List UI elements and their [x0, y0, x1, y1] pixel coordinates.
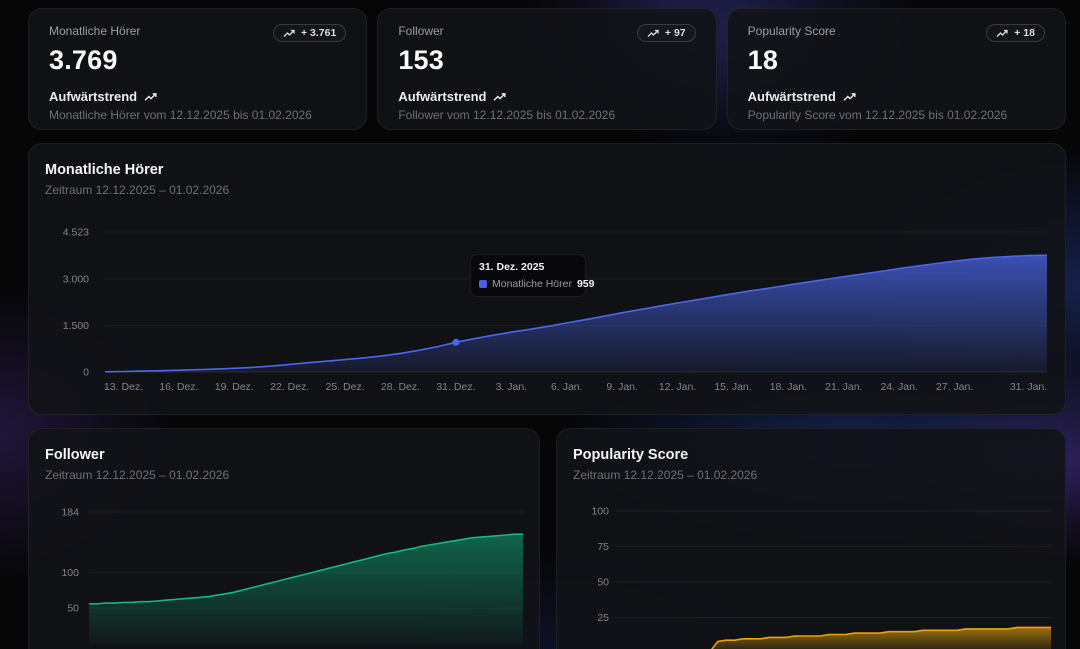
trend-badge: + 3.761	[273, 24, 347, 42]
popularity-area-chart[interactable]: 25 50 75 100	[573, 489, 1051, 649]
follower-area-chart[interactable]: 50 100 184	[45, 489, 525, 649]
svg-text:15. Jan.: 15. Jan.	[714, 381, 751, 393]
badge-value: + 97	[664, 27, 686, 39]
stat-card-follower: Follower + 97 153 Aufwärtstrend Follower…	[377, 8, 717, 130]
monthly-listeners-chart-card: Monatliche Hörer Zeitraum 12.12.2025 – 0…	[28, 143, 1066, 415]
svg-text:27. Jan.: 27. Jan.	[936, 381, 973, 393]
chart-subtitle: Zeitraum 12.12.2025 – 01.02.2026	[573, 468, 758, 482]
svg-text:50: 50	[67, 603, 79, 615]
svg-text:1.500: 1.500	[63, 320, 89, 332]
trend-badge: + 97	[636, 24, 696, 42]
monthly-listeners-area-chart[interactable]: 0 1.500 3.000 4.523 13. Dez. 16. Dez. 19. Dez.…	[45, 200, 1051, 400]
svg-text:100: 100	[591, 506, 609, 518]
trend-label: Aufwärtstrend	[747, 89, 836, 104]
chart-title: Popularity Score	[573, 447, 689, 463]
stat-label: Popularity Score	[747, 24, 836, 38]
trending-up-icon	[144, 92, 158, 102]
trend-label: Aufwärtstrend	[49, 89, 138, 104]
tooltip-date: 31. Dez. 2025	[479, 261, 545, 273]
trending-up-icon	[493, 92, 507, 102]
stat-description: Popularity Score vom 12.12.2025 bis 01.0…	[747, 108, 1008, 122]
trending-up-icon	[283, 29, 296, 38]
svg-text:25. Dez.: 25. Dez.	[326, 381, 365, 393]
svg-text:24. Jan.: 24. Jan.	[881, 381, 918, 393]
stat-value: 3.769	[49, 45, 118, 75]
svg-text:0: 0	[83, 367, 89, 379]
stats-row: Monatliche Hörer + 3.761 3.769 Aufwärtst…	[28, 8, 1066, 130]
stat-card-monthly-listeners: Monatliche Hörer + 3.761 3.769 Aufwärtst…	[28, 8, 368, 130]
chart-title: Monatliche Hörer	[45, 162, 164, 178]
chart-subtitle: Zeitraum 12.12.2025 – 01.02.2026	[45, 468, 230, 482]
stat-label: Monatliche Hörer	[49, 24, 141, 38]
badge-value: + 3.761	[301, 27, 337, 39]
svg-text:3. Jan.: 3. Jan.	[496, 381, 528, 393]
stat-value: 18	[747, 45, 779, 75]
trending-up-icon	[647, 29, 660, 38]
trending-up-icon	[843, 92, 857, 102]
svg-text:25: 25	[597, 612, 609, 624]
svg-text:21. Jan.: 21. Jan.	[825, 381, 862, 393]
chart-subtitle: Zeitraum 12.12.2025 – 01.02.2026	[45, 183, 230, 197]
chart-title: Follower	[45, 447, 105, 463]
svg-text:18. Jan.: 18. Jan.	[770, 381, 807, 393]
svg-text:184: 184	[61, 507, 79, 519]
trend-label: Aufwärtstrend	[398, 89, 487, 104]
series-color-swatch	[479, 280, 487, 288]
svg-text:4.523: 4.523	[63, 227, 89, 239]
badge-value: + 18	[1014, 27, 1035, 39]
svg-text:31. Jan.: 31. Jan.	[1010, 381, 1047, 393]
svg-text:31. Dez.: 31. Dez.	[436, 381, 475, 393]
svg-text:13. Dez.: 13. Dez.	[104, 381, 143, 393]
svg-text:3.000: 3.000	[63, 274, 89, 286]
tooltip-series-label: Monatliche Hörer	[492, 278, 572, 290]
svg-text:16. Dez.: 16. Dez.	[159, 381, 198, 393]
svg-text:50: 50	[597, 577, 609, 589]
stat-label: Follower	[398, 24, 444, 38]
follower-chart-card: Follower Zeitraum 12.12.2025 – 01.02.202…	[28, 428, 540, 649]
tooltip-value: 959	[576, 278, 595, 290]
svg-text:75: 75	[597, 541, 609, 553]
popularity-chart-card: Popularity Score Zeitraum 12.12.2025 – 0…	[556, 428, 1066, 649]
stat-value: 153	[398, 45, 444, 75]
trending-up-icon	[996, 29, 1009, 38]
stat-description: Follower vom 12.12.2025 bis 01.02.2026	[398, 108, 616, 122]
stat-description: Monatliche Hörer vom 12.12.2025 bis 01.0…	[49, 108, 312, 122]
svg-text:12. Jan.: 12. Jan.	[659, 381, 696, 393]
svg-text:19. Dez.: 19. Dez.	[215, 381, 254, 393]
trend-badge: + 18	[986, 24, 1045, 42]
svg-text:9. Jan.: 9. Jan.	[606, 381, 638, 393]
svg-text:22. Dez.: 22. Dez.	[270, 381, 309, 393]
svg-text:100: 100	[61, 567, 79, 579]
bottom-charts-row: Follower Zeitraum 12.12.2025 – 01.02.202…	[28, 428, 1066, 649]
svg-text:6. Jan.: 6. Jan.	[551, 381, 583, 393]
svg-text:28. Dez.: 28. Dez.	[381, 381, 420, 393]
chart-tooltip: 31. Dez. 2025 Monatliche Hörer 959	[470, 254, 594, 297]
stat-card-popularity: Popularity Score + 18 18 Aufwärtstrend P…	[726, 8, 1066, 130]
